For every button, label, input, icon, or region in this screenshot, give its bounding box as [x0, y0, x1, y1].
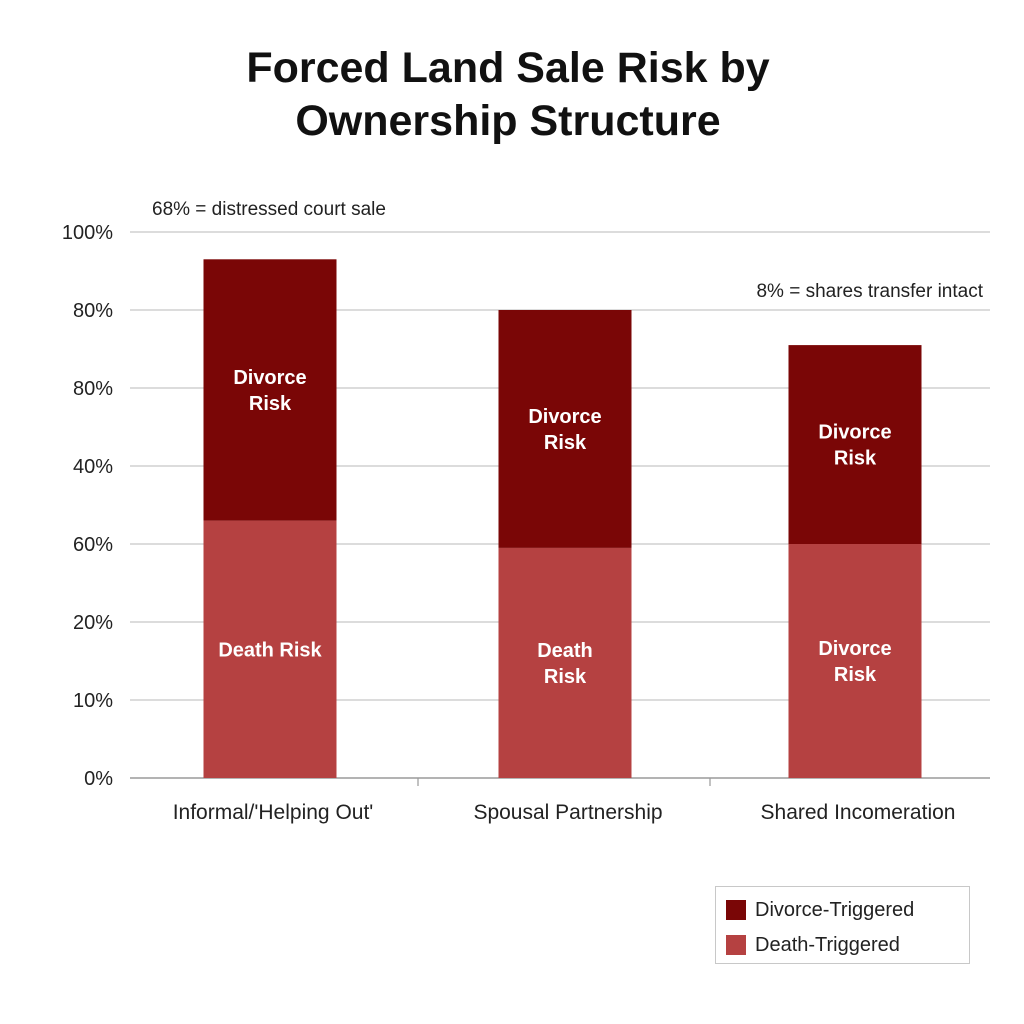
segment-label: Risk: [544, 666, 587, 688]
x-axis: Informal/'Helping Out' Spousal Partnershi…: [173, 778, 956, 824]
segment-label: Death Risk: [218, 639, 322, 661]
legend-swatch-divorce: [726, 900, 746, 920]
bar-segment-divorce: [788, 345, 922, 544]
segment-label: Divorce: [818, 422, 891, 444]
bar-segment-death: [498, 547, 632, 778]
segment-label: Risk: [834, 664, 877, 686]
y-tick-label: 60%: [73, 534, 113, 556]
bar-segment-death: [788, 544, 922, 778]
chart-title-line-2: Ownership Structure: [295, 97, 721, 145]
annotation-court-sale: 68% = distressed court sale: [152, 199, 386, 220]
segment-label: Risk: [834, 448, 877, 470]
x-category-label: Shared Incomeration: [761, 801, 956, 824]
y-tick-label: 40%: [73, 456, 113, 478]
y-tick-label: 0%: [84, 768, 113, 790]
legend-item-death: Death-Triggered: [726, 933, 900, 957]
y-tick-label: 80%: [73, 378, 113, 400]
legend-label-death: Death-Triggered: [755, 933, 900, 956]
bar-segment-death: [203, 520, 337, 778]
y-tick-label: 20%: [73, 612, 113, 634]
bars: Death Risk Divorce Risk Death Risk Divorce Ris…: [203, 259, 922, 778]
y-axis-ticks: 0% 10% 20% 60% 40% 80% 80% 100%: [62, 222, 113, 790]
bar-segment-divorce: [498, 310, 632, 548]
legend-swatch-death: [726, 935, 746, 955]
chart-title: Forced Land Sale Risk by Ownership Struc…: [0, 42, 1016, 148]
segment-label: Divorce: [528, 406, 601, 428]
annotation-shares-transfer: 8% = shares transfer intact: [756, 281, 983, 302]
x-category-label: Informal/'Helping Out': [173, 801, 374, 824]
x-category-label: Spousal Partnership: [473, 801, 662, 824]
legend: Divorce-Triggered Death-Triggered: [715, 886, 970, 964]
y-tick-label: 10%: [73, 690, 113, 712]
segment-label: Divorce: [818, 638, 891, 660]
legend-item-divorce: Divorce-Triggered: [726, 898, 914, 922]
bar-segment-divorce: [203, 259, 337, 521]
segment-label: Divorce: [233, 367, 306, 389]
chart-title-line-1: Forced Land Sale Risk by: [246, 44, 770, 92]
y-tick-label: 80%: [73, 300, 113, 322]
y-tick-label: 100%: [62, 222, 113, 244]
segment-label: Risk: [249, 393, 292, 415]
segment-label: Risk: [544, 432, 587, 454]
annotations: 68% = distressed court sale 8% = shares …: [152, 199, 984, 302]
legend-label-divorce: Divorce-Triggered: [755, 898, 915, 921]
segment-label: Death: [537, 640, 593, 662]
